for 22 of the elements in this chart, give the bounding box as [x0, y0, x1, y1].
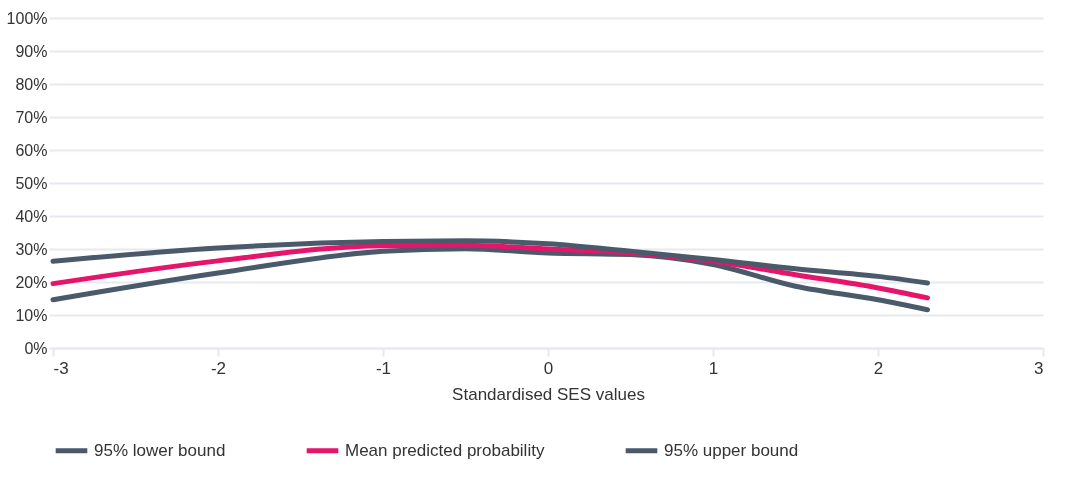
x-tick-label: -2	[210, 358, 227, 378]
x-tick-label: -3	[53, 358, 69, 378]
legend-label: 95% upper bound	[664, 440, 799, 460]
y-tick-label: 60%	[15, 141, 48, 159]
y-tick-label: 30%	[15, 240, 48, 258]
y-tick-label: 100%	[6, 9, 48, 27]
y-tick-label: 90%	[15, 42, 48, 60]
x-tick-label: 3	[1034, 358, 1044, 378]
y-tick-label: 80%	[15, 75, 48, 93]
x-tick-label: 1	[708, 358, 719, 378]
x-axis-title: Standardised SES values	[452, 384, 645, 404]
x-tick-label: 2	[873, 358, 884, 378]
legend-label: Mean predicted probability	[345, 440, 545, 460]
y-tick-label: 40%	[15, 207, 48, 225]
x-tick-label: 0	[543, 358, 554, 378]
x-tick-label: -1	[375, 358, 392, 378]
y-tick-label: 0%	[24, 339, 48, 357]
y-tick-label: 50%	[15, 174, 48, 192]
legend-label: 95% lower bound	[94, 440, 226, 460]
y-tick-label: 10%	[15, 306, 48, 324]
y-tick-label: 20%	[15, 273, 48, 291]
y-tick-label: 70%	[15, 108, 48, 126]
